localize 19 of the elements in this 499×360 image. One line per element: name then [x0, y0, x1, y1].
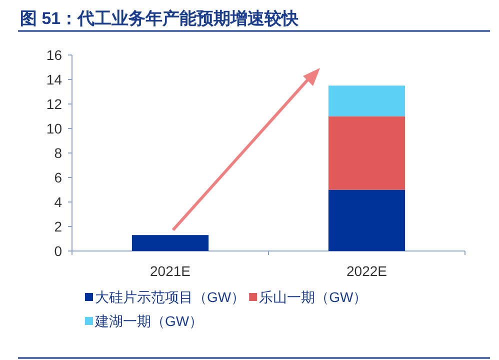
- x-tick-label: 2021E: [150, 263, 190, 279]
- chart-title: 图 51：代工业务年产能预期增速较快: [20, 9, 300, 28]
- bar: [328, 86, 406, 116]
- y-tick-label: 0: [54, 243, 62, 259]
- y-tick-label: 16: [46, 47, 62, 63]
- legend-label: 乐山一期（GW）: [259, 289, 368, 305]
- x-tick-label: 2022E: [346, 263, 387, 279]
- y-tick-label: 6: [54, 170, 62, 186]
- y-tick-label: 14: [46, 72, 62, 88]
- y-tick-label: 8: [54, 145, 62, 161]
- y-tick-label: 12: [46, 96, 62, 112]
- y-tick-label: 10: [46, 120, 62, 136]
- legend-label: 建湖一期（GW）: [94, 313, 204, 329]
- bar: [328, 116, 406, 190]
- y-tick-label: 4: [54, 194, 62, 210]
- y-tick-label: 2: [54, 218, 62, 234]
- legend-label: 大硅片示范项目（GW）: [95, 289, 246, 305]
- bar: [328, 190, 406, 251]
- bar: [132, 235, 209, 251]
